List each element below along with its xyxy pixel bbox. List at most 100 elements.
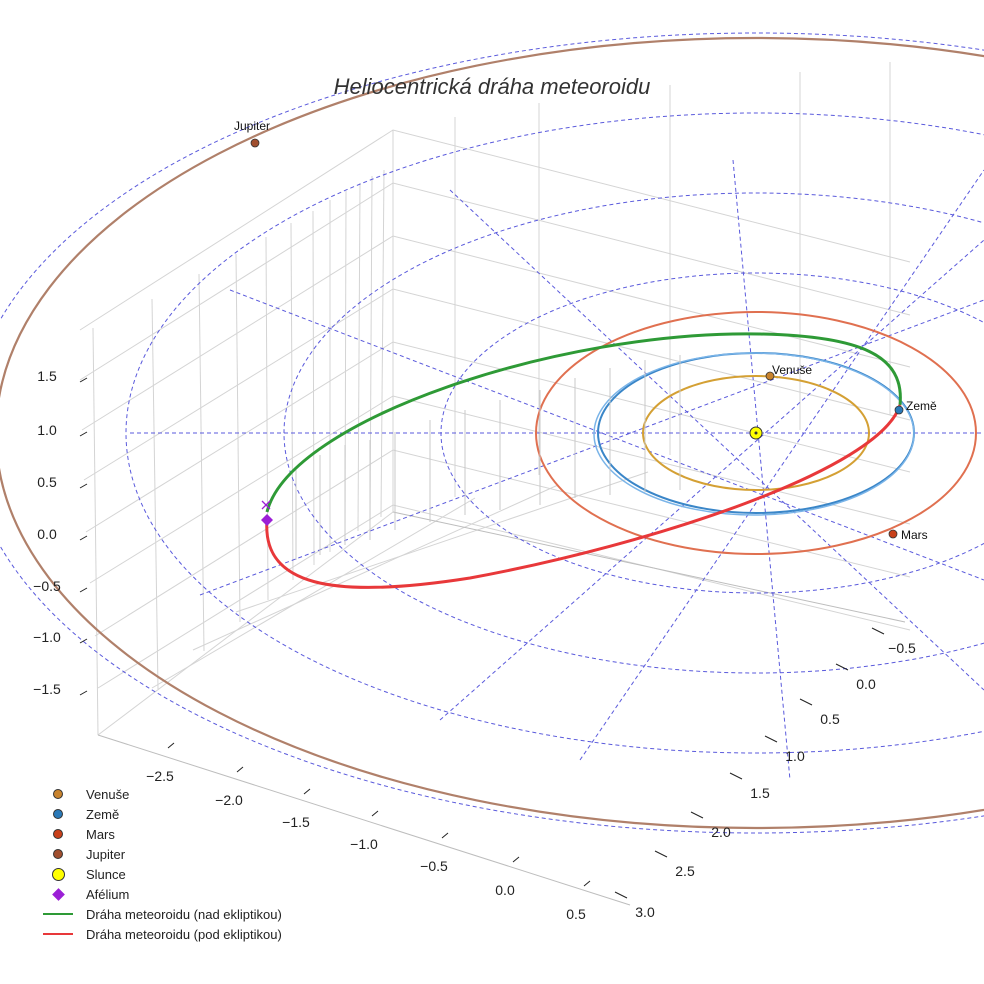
- y-tick-label: 2.5: [675, 863, 695, 879]
- z-tick-mark: [79, 535, 88, 541]
- x-tick-mark: [371, 810, 379, 817]
- y-tick-label: 0.0: [856, 676, 876, 692]
- grid-line-z: [83, 288, 911, 481]
- x-tick-label: 0.0: [495, 882, 515, 898]
- x-tick-label: −2.5: [146, 768, 174, 784]
- meteoroid-drop-lines: [295, 355, 681, 560]
- legend-label: Dráha meteoroidu (nad ekliptikou): [86, 906, 282, 922]
- meteoroid-orbit-below: [265, 404, 902, 589]
- legend-symbol: [38, 844, 78, 864]
- ecliptic-radial-line: [579, 169, 984, 761]
- x-tick-mark: [512, 856, 520, 863]
- x-tick-label: −1.5: [282, 814, 310, 830]
- marker-mars: [888, 529, 898, 539]
- ecliptic-radial-line: [439, 239, 984, 721]
- axis-edge: [392, 511, 906, 623]
- x-tick-mark: [236, 766, 244, 773]
- legend-symbol: [38, 784, 78, 804]
- marker-venuše: [765, 371, 775, 381]
- orbit-jupiter: [0, 37, 984, 829]
- ecliptic-radial-line: [449, 189, 984, 691]
- y-tick-label: −0.5: [888, 640, 916, 656]
- z-tick-label: 0.5: [37, 474, 57, 490]
- marker-jupiter: [250, 138, 260, 148]
- y-tick-mark: [690, 811, 704, 819]
- grid-line-left-wall: [198, 273, 205, 652]
- y-tick-label: 1.0: [785, 748, 805, 764]
- grid-line-z: [85, 341, 911, 533]
- z-tick-label: 0.0: [37, 526, 57, 542]
- x-tick-label: 0.5: [566, 906, 586, 922]
- orbit-mars: [535, 311, 977, 555]
- y-tick-mark: [764, 735, 778, 743]
- y-tick-mark: [614, 891, 628, 899]
- legend-symbol: [38, 864, 78, 884]
- legend-label: Dráha meteoroidu (pod ekliptikou): [86, 926, 282, 942]
- marker-afelium-x: [261, 500, 271, 510]
- legend-label: Afélium: [86, 886, 130, 902]
- z-tick-label: 1.5: [37, 368, 57, 384]
- legend: Venuše Země Mars Jupiter Slunce Afélium Dráha …: [38, 784, 282, 944]
- z-tick-mark: [79, 377, 88, 383]
- y-tick-mark: [654, 850, 668, 858]
- chart-title: Heliocentrická dráha meteoroidu: [333, 74, 651, 99]
- orbit-zeme-outline: [593, 352, 915, 516]
- orbit-venuše: [642, 375, 870, 491]
- label-země: Země: [906, 399, 937, 413]
- grid-line-floor: [97, 511, 394, 736]
- label-mars: Mars: [901, 528, 928, 542]
- grid-line-left-wall: [151, 298, 159, 690]
- z-tick-label: −1.5: [33, 681, 61, 697]
- y-tick-label: 0.5: [820, 711, 840, 727]
- legend-label: Slunce: [86, 866, 126, 882]
- legend-item: Venuše: [38, 784, 282, 804]
- y-tick-mark: [835, 663, 849, 671]
- legend-item: Mars: [38, 824, 282, 844]
- x-tick-mark: [441, 832, 449, 839]
- legend-symbol: [38, 884, 78, 904]
- legend-label: Jupiter: [86, 846, 126, 862]
- legend-symbol: [38, 824, 78, 844]
- meteoroid-orbit: [265, 332, 902, 589]
- label-jupiter: Jupiter: [234, 119, 270, 133]
- z-tick-mark: [79, 431, 88, 437]
- grid-line-z: [94, 449, 911, 637]
- legend-item: Jupiter: [38, 844, 282, 864]
- grid-line-z: [79, 182, 911, 381]
- legend-item: Dráha meteoroidu (pod ekliptikou): [38, 924, 282, 944]
- x-tick-mark: [167, 742, 175, 749]
- legend-item: Dráha meteoroidu (nad ekliptikou): [38, 904, 282, 924]
- grid-line-left-wall: [265, 236, 269, 601]
- z-tick-mark: [79, 638, 88, 644]
- y-tick-label: 1.5: [750, 785, 770, 801]
- x-tick-label: −2.0: [215, 792, 243, 808]
- label-venuše: Venuše: [772, 363, 812, 377]
- ecliptic-distance-ring: [0, 32, 984, 834]
- planet-orbits: [0, 37, 984, 829]
- z-tick-mark: [79, 690, 88, 696]
- y-tick-label: 2.0: [711, 824, 731, 840]
- y-tick-label: 3.0: [635, 904, 655, 920]
- legend-symbol: [38, 924, 78, 944]
- z-tick-label: −1.0: [33, 629, 61, 645]
- ecliptic-distance-ring: [125, 112, 984, 754]
- z-tick-mark: [79, 587, 88, 593]
- y-tick-mark: [729, 772, 743, 780]
- grid-line-z: [89, 395, 911, 584]
- grid-line-left-wall: [380, 169, 385, 518]
- y-tick-mark: [871, 627, 885, 635]
- grid-line-z: [81, 235, 911, 431]
- y-tick-mark: [799, 698, 813, 706]
- grid-line-floor: [151, 497, 476, 689]
- axis-edge: [97, 734, 631, 906]
- ecliptic-reference-grid: [0, 32, 984, 834]
- marker-země: [894, 405, 904, 415]
- ecliptic-radial-line: [229, 289, 984, 581]
- x-tick-label: −1.0: [350, 836, 378, 852]
- legend-label: Mars: [86, 826, 115, 842]
- grid-line-left-wall: [312, 210, 315, 566]
- meteoroid-orbit-above: [265, 332, 902, 513]
- grid-line-left-wall: [290, 222, 294, 581]
- grid-line-floor: [192, 484, 559, 651]
